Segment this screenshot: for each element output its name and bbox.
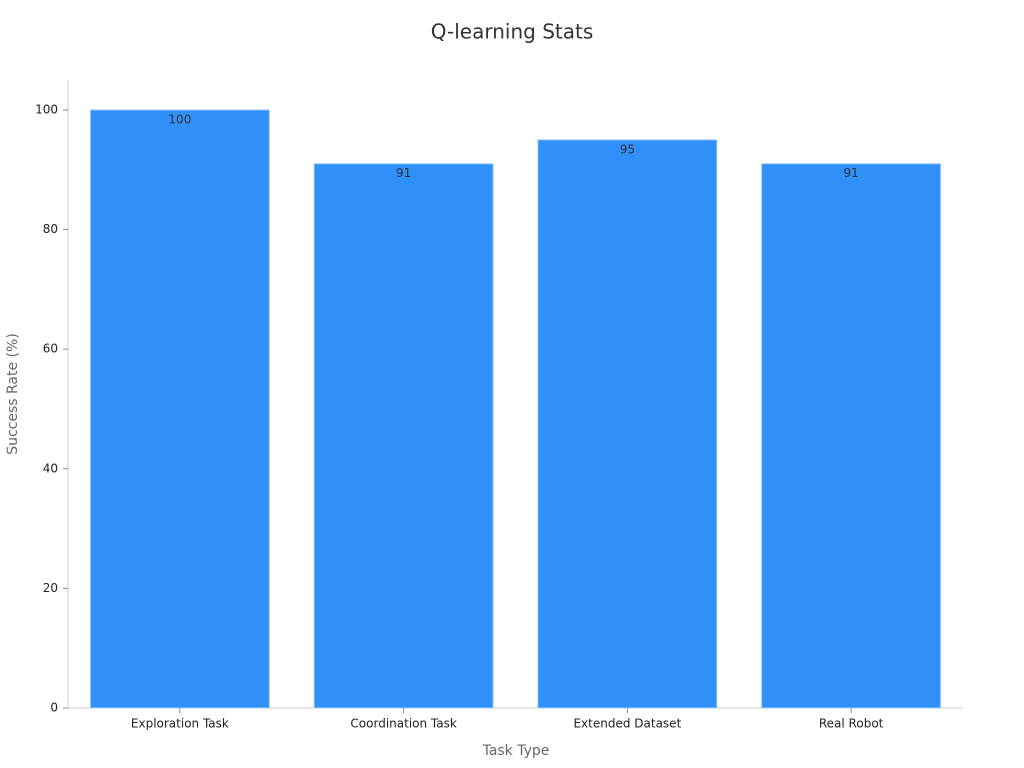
y-tick-label: 0 (50, 701, 58, 715)
x-tick-label: Extended Dataset (573, 717, 681, 731)
x-axis-label: Task Type (482, 743, 550, 759)
data-label: 95 (620, 142, 635, 156)
y-tick-label: 80 (43, 222, 58, 236)
data-label: 100 (168, 112, 191, 126)
x-tick-label: Real Robot (819, 717, 884, 731)
data-label: 91 (396, 166, 411, 180)
y-axis-label: Success Rate (%) (5, 333, 21, 455)
bar (89, 109, 270, 709)
y-tick-label: 60 (43, 342, 58, 356)
x-tick-label: Coordination Task (350, 717, 456, 731)
bar (537, 139, 718, 709)
chart-title: Q-learning Stats (431, 20, 594, 44)
bar (761, 163, 942, 709)
y-tick-label: 20 (43, 581, 58, 595)
data-label: 91 (843, 166, 858, 180)
y-tick-label: 100 (35, 102, 58, 116)
bar (313, 163, 494, 709)
y-tick-label: 40 (43, 461, 58, 475)
x-tick-label: Exploration Task (131, 717, 229, 731)
